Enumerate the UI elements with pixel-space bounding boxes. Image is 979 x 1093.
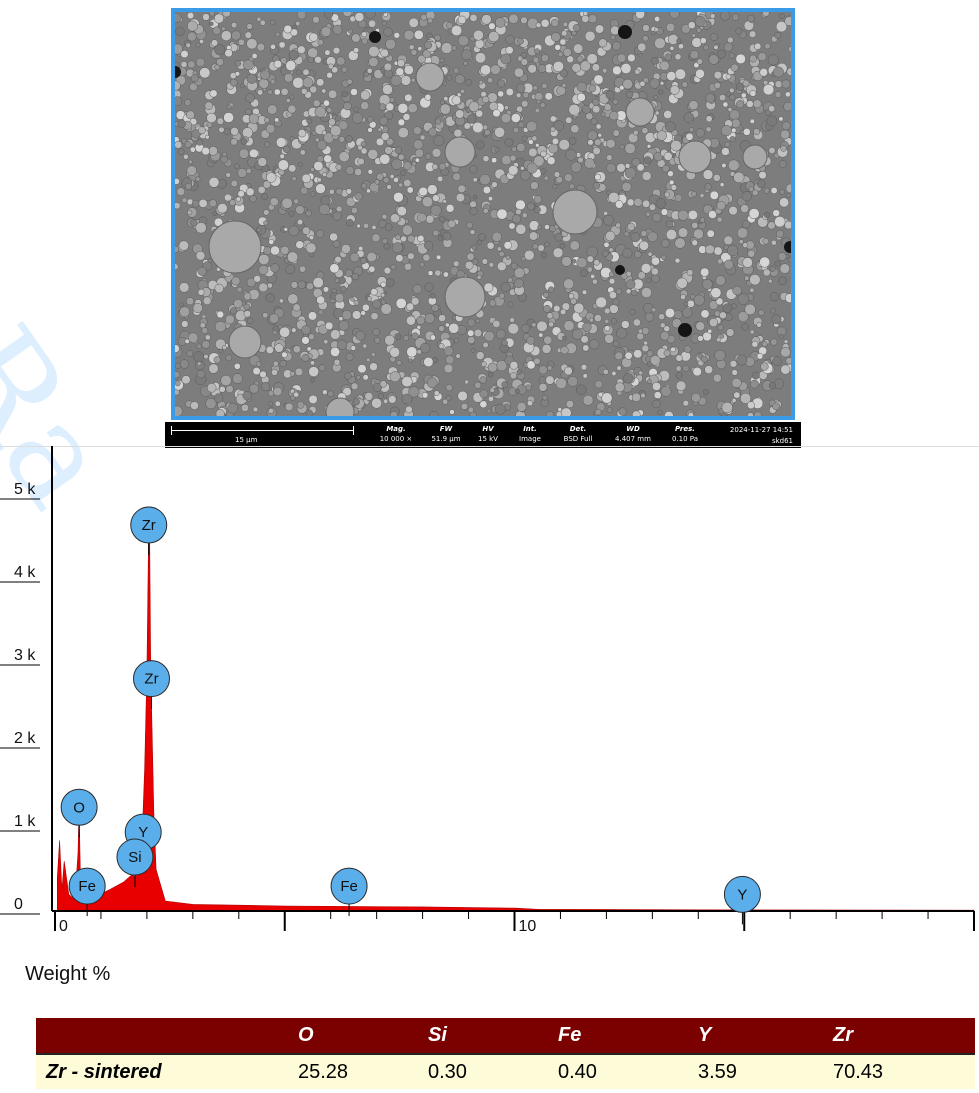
meta-mag: Mag. 10 000 × <box>373 425 419 445</box>
header-sample <box>36 1018 298 1054</box>
meta-det-value: BSD Full <box>563 435 593 443</box>
peak-label: Si <box>128 849 141 866</box>
value-o: 25.28 <box>298 1053 428 1089</box>
weight-row: Zr - sintered 25.28 0.30 0.40 3.59 70.43 <box>36 1053 975 1089</box>
y-tick-label: 1 k <box>14 813 36 830</box>
meta-mag-label: Mag. <box>386 425 406 433</box>
peak-marker <box>130 506 168 544</box>
y-tick-label: 0 <box>14 896 23 913</box>
meta-fw-value: 51.9 µm <box>431 435 461 443</box>
meta-det-label: Det. <box>569 425 587 433</box>
peak-label: Zr <box>144 671 158 688</box>
weight-table: O Si Fe Y Zr Zr - sintered 25.28 0.30 0.… <box>36 1018 975 1089</box>
peak-marker <box>116 838 154 876</box>
peak-label: Y <box>737 886 747 903</box>
scale-bar-tick-left <box>171 426 172 435</box>
y-tick-label: 4 k <box>14 564 36 581</box>
row-sample-name: Zr - sintered <box>36 1053 298 1089</box>
peak-label: Fe <box>340 878 358 895</box>
sem-info-bar: 15 µm Mag. 10 000 × FW 51.9 µm HV 15 kV … <box>165 422 801 448</box>
peak-marker <box>60 788 98 826</box>
header-fe: Fe <box>558 1018 698 1054</box>
weight-header-row: O Si Fe Y Zr <box>36 1018 975 1054</box>
scale-bar <box>171 430 353 431</box>
grain-texture <box>175 12 791 416</box>
meta-pres: Pres. 0.10 Pa <box>662 425 708 445</box>
meta-timestamp-block: 2024-11-27 14:51 skd61 <box>730 425 793 447</box>
scale-bar-label: 15 µm <box>235 436 258 444</box>
meta-hv-label: HV <box>482 425 494 433</box>
meta-int-value: Image <box>519 435 541 443</box>
x-tick-label: 0 <box>59 918 68 935</box>
meta-hv: HV 15 kV <box>465 425 511 445</box>
value-si: 0.30 <box>428 1053 558 1089</box>
meta-mag-value: 10 000 × <box>379 435 413 443</box>
header-si: Si <box>428 1018 558 1054</box>
peak-label: Fe <box>78 878 96 895</box>
weight-title: Weight % <box>25 963 111 985</box>
meta-pres-value: 0.10 Pa <box>671 435 698 443</box>
header-zr: Zr <box>833 1018 975 1054</box>
peak-marker <box>723 875 761 913</box>
meta-int-label: Int. <box>523 425 537 433</box>
y-tick-label: 2 k <box>14 730 36 747</box>
peak-marker <box>68 867 106 905</box>
meta-pres-label: Pres. <box>675 425 695 433</box>
y-tick-label: 5 k <box>14 481 36 498</box>
eds-spectrum: 0 1 k 2 k 3 k 4 k 5 k 0 10 Zr Zr O Y Si Fe Fe Y <box>0 446 979 956</box>
sem-micrograph: 15 µm Mag. 10 000 × FW 51.9 µm HV 15 kV … <box>165 0 801 448</box>
scale-bar-tick-right <box>353 426 354 435</box>
value-fe: 0.40 <box>558 1053 698 1089</box>
x-tick-label: 10 <box>519 918 537 935</box>
meta-det: Det. BSD Full <box>555 425 601 445</box>
peak-label: Zr <box>142 517 156 534</box>
timestamp: 2024-11-27 14:51 <box>729 426 793 434</box>
meta-wd-label: WD <box>626 425 640 433</box>
spectrum-chart: 0 1 k 2 k 3 k 4 k 5 k 0 10 Zr Zr O Y Si Fe Fe Y <box>0 446 979 935</box>
meta-fw: FW 51.9 µm <box>423 425 469 445</box>
header-y: Y <box>698 1018 833 1054</box>
meta-fw-label: FW <box>439 425 453 433</box>
value-zr: 70.43 <box>833 1053 975 1089</box>
peak-label: O <box>73 799 85 816</box>
meta-int: Int. Image <box>507 425 553 445</box>
peak-marker <box>330 867 368 905</box>
sem-image <box>171 8 795 420</box>
peak-marker <box>132 660 170 698</box>
y-tick-label: 3 k <box>14 647 36 664</box>
header-o: O <box>298 1018 428 1054</box>
peak-label: Y <box>138 824 148 841</box>
value-y: 3.59 <box>698 1053 833 1089</box>
spectrum-series <box>56 524 975 912</box>
sample-id: skd61 <box>771 437 793 445</box>
meta-wd: WD 4.407 mm <box>610 425 656 445</box>
meta-wd-value: 4.407 mm <box>615 435 651 443</box>
meta-hv-value: 15 kV <box>478 435 498 443</box>
